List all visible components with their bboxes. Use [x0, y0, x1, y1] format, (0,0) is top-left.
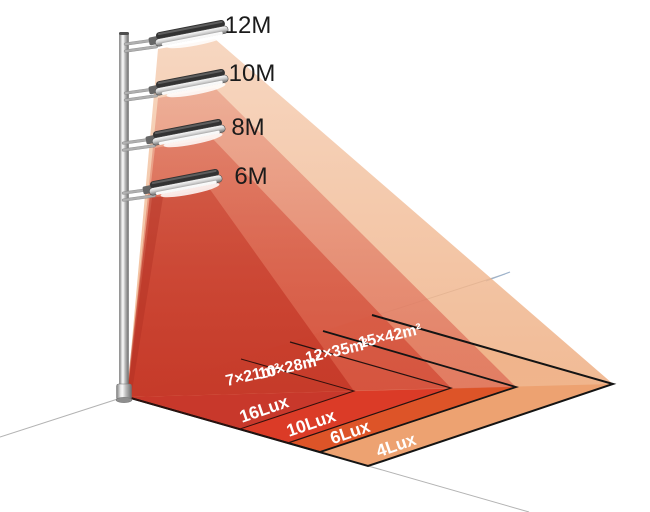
- lamp-6m: [121, 168, 223, 202]
- lamp-glows: [160, 33, 226, 198]
- height-label-12m: 12M: [225, 12, 272, 39]
- lamp-lens: [155, 180, 217, 195]
- lamp-lens: [161, 80, 223, 95]
- lamp-glow-6m: [160, 182, 220, 198]
- pole-shaft: [119, 32, 129, 400]
- lamp-top-highlight: [157, 20, 223, 36]
- lamp-bracket: [121, 144, 156, 152]
- light-pole: [115, 32, 133, 403]
- lamp-glow-12m: [166, 33, 226, 49]
- height-label-8m: 8M: [231, 114, 264, 141]
- ground-area-16lux-outline: [126, 358, 356, 430]
- lamp-8m: [121, 118, 226, 152]
- lamp-12m: [123, 19, 229, 53]
- lamp-bracket: [123, 94, 158, 102]
- pole-base-foot: [115, 397, 133, 403]
- lamp-top-highlight: [154, 119, 220, 135]
- lamp-lens: [158, 130, 220, 145]
- pole-cap: [119, 32, 129, 35]
- lamp-top-highlight: [157, 69, 223, 85]
- lamp-bracket: [123, 45, 158, 53]
- height-label-6m: 6M: [234, 163, 267, 190]
- lamp-bracket: [121, 194, 156, 202]
- lamp-glow-10m: [166, 82, 226, 98]
- lamp-glow-8m: [163, 132, 223, 148]
- beam-shadow-edge: [126, 196, 163, 397]
- light-beam-6m: [127, 188, 354, 397]
- lamp-lens: [161, 31, 223, 46]
- lamp-top-highlight: [151, 169, 217, 185]
- lamp-10m: [123, 68, 229, 102]
- height-label-10m: 10M: [229, 60, 276, 87]
